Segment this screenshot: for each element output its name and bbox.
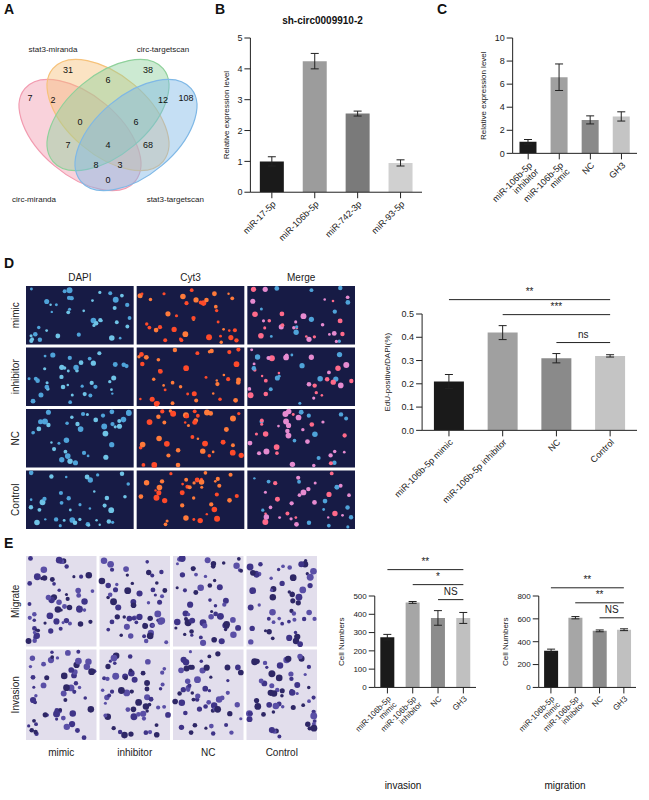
svg-text:800: 800 [517,592,531,601]
svg-text:3: 3 [237,95,242,105]
svg-text:2: 2 [500,125,505,135]
svg-text:8: 8 [93,160,98,170]
svg-text:Cyt3: Cyt3 [180,272,201,283]
svg-text:miR-17-5p: miR-17-5p [241,199,278,236]
svg-text:38: 38 [143,65,153,75]
svg-text:EdU-positive/DAPI(%): EdU-positive/DAPI(%) [383,332,392,411]
svg-text:4: 4 [105,140,110,150]
svg-text:1: 1 [237,157,242,167]
svg-text:circ-miranda: circ-miranda [12,195,57,204]
svg-text:NC: NC [546,437,563,454]
svg-text:miR-106b-5pinhibitor: miR-106b-5pinhibitor [542,694,587,739]
svg-text:2: 2 [50,95,55,105]
svg-text:8: 8 [500,56,505,66]
svg-text:*: * [436,571,440,582]
svg-text:miR-106b-5p: miR-106b-5p [277,199,321,243]
svg-text:0.0: 0.0 [402,426,415,436]
svg-text:miR-106b-5pmimic: miR-106b-5pmimic [521,160,572,211]
svg-text:NC: NC [201,747,215,758]
svg-text:3: 3 [117,160,122,170]
svg-text:200: 200 [517,660,531,669]
svg-text:600: 600 [517,615,531,624]
svg-text:6: 6 [133,117,138,127]
svg-text:68: 68 [143,140,153,150]
svg-text:NS: NS [444,586,458,597]
svg-text:miR-106b-5pinhibitor: miR-106b-5pinhibitor [379,694,424,739]
svg-text:200: 200 [353,647,367,656]
svg-text:5: 5 [237,33,242,43]
svg-text:0: 0 [526,683,531,692]
svg-text:Control: Control [588,437,616,465]
svg-text:***: *** [551,301,563,312]
svg-text:400: 400 [517,638,531,647]
svg-text:DAPI: DAPI [68,272,91,283]
svg-text:Cell Numbers: Cell Numbers [501,617,510,665]
svg-text:Cell Numbers: Cell Numbers [337,617,346,665]
svg-text:inhibitor: inhibitor [117,747,153,758]
svg-text:400: 400 [353,610,367,619]
svg-text:0: 0 [105,175,110,185]
svg-text:Invasion: Invasion [10,676,21,713]
svg-text:stat3-targetscan: stat3-targetscan [147,195,204,204]
svg-text:GH3: GH3 [611,694,629,712]
svg-text:0.5: 0.5 [402,309,415,319]
svg-text:**: ** [421,556,429,567]
svg-text:Relative expression level: Relative expression level [479,51,488,140]
svg-text:GH3: GH3 [607,160,627,180]
svg-text:0: 0 [500,149,505,159]
svg-text:NC: NC [429,694,444,709]
svg-text:Migrate: Migrate [10,584,21,618]
svg-text:Merge: Merge [287,272,316,283]
svg-text:0.4: 0.4 [402,332,415,342]
svg-text:4: 4 [237,64,242,74]
svg-text:12: 12 [158,95,168,105]
svg-text:NC: NC [590,694,605,709]
svg-text:0: 0 [362,683,367,692]
svg-text:6: 6 [105,75,110,85]
svg-text:0.2: 0.2 [402,379,415,389]
svg-text:**: ** [526,286,534,297]
svg-text:miR-106b-5p inhibitor: miR-106b-5p inhibitor [441,437,509,505]
svg-text:0.1: 0.1 [402,402,415,412]
svg-text:100: 100 [353,665,367,674]
svg-text:mimic: mimic [48,747,74,758]
svg-text:GH3: GH3 [451,694,469,712]
svg-text:4: 4 [500,102,505,112]
svg-text:NC: NC [10,431,21,445]
svg-text:Control: Control [10,484,21,516]
svg-text:mimic: mimic [10,302,21,328]
svg-text:miR-93-5p: miR-93-5p [370,199,407,236]
svg-text:Control: Control [266,747,298,758]
svg-text:Relative expression level: Relative expression level [222,71,231,160]
svg-text:miR-742-3p: miR-742-3p [323,199,363,239]
svg-text:300: 300 [353,628,367,637]
svg-text:10: 10 [495,33,505,43]
svg-text:stat3-miranda: stat3-miranda [29,45,78,54]
svg-text:NS: NS [605,604,619,615]
svg-text:miR-106b-5p mimic: miR-106b-5p mimic [393,437,456,500]
svg-text:**: ** [583,574,591,585]
svg-text:7: 7 [27,93,32,103]
svg-text:circ-targetscan: circ-targetscan [137,45,189,54]
svg-text:0: 0 [237,187,242,197]
svg-text:7: 7 [65,140,70,150]
svg-text:NC: NC [580,160,597,177]
svg-text:2: 2 [237,126,242,136]
svg-text:**: ** [596,589,604,600]
svg-text:31: 31 [63,65,73,75]
svg-text:0: 0 [77,117,82,127]
svg-text:6: 6 [500,79,505,89]
svg-text:ns: ns [578,329,589,340]
svg-text:500: 500 [353,592,367,601]
svg-text:0.3: 0.3 [402,356,415,366]
svg-text:inhibitor: inhibitor [10,359,21,395]
svg-text:108: 108 [178,93,193,103]
